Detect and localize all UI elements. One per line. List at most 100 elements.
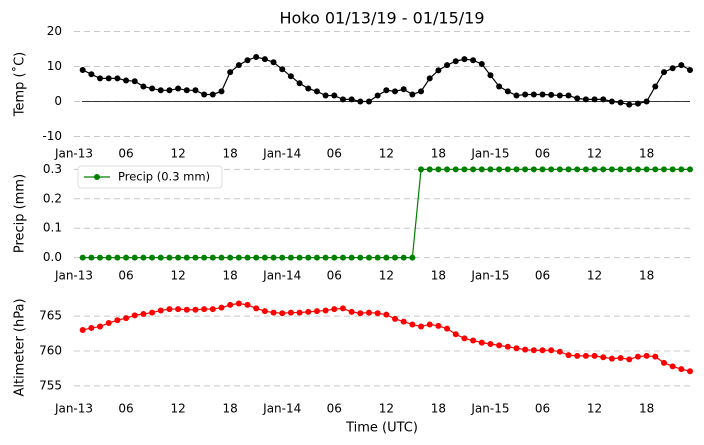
- point: [123, 77, 130, 84]
- point: [565, 166, 572, 173]
- point: [626, 101, 633, 108]
- x-tick-label: Jan-15: [470, 402, 509, 416]
- point: [357, 310, 364, 317]
- point: [296, 309, 303, 316]
- point: [435, 322, 442, 329]
- point: [105, 75, 112, 82]
- point: [600, 166, 607, 173]
- point: [235, 300, 242, 307]
- point: [123, 315, 130, 322]
- point: [88, 324, 95, 331]
- point: [643, 166, 650, 173]
- point: [687, 67, 693, 73]
- x-tick-label: 06: [535, 269, 550, 283]
- x-tick-label: 06: [118, 402, 133, 416]
- x-tick-label: 18: [639, 269, 654, 283]
- x-tick-label: Jan-13: [54, 402, 93, 416]
- point: [305, 85, 312, 92]
- point: [383, 311, 390, 318]
- x-tick-label: Jan-14: [262, 147, 301, 161]
- point: [383, 87, 390, 94]
- point: [131, 254, 138, 261]
- point: [279, 310, 286, 317]
- x-tick-label: Jan-14: [262, 402, 301, 416]
- point: [652, 83, 659, 90]
- point: [365, 309, 372, 316]
- legend-marker: [94, 174, 100, 180]
- point: [227, 69, 234, 76]
- point: [530, 347, 537, 354]
- x-tick-label: 18: [639, 402, 654, 416]
- point: [365, 98, 372, 105]
- point: [574, 166, 581, 173]
- point: [157, 254, 164, 261]
- point: [279, 66, 286, 73]
- point: [140, 83, 147, 90]
- point: [287, 309, 294, 316]
- y-tick-label: 0.0: [43, 250, 62, 264]
- x-tick-label: 06: [118, 147, 133, 161]
- point: [678, 166, 685, 173]
- x-tick-label: 18: [431, 269, 446, 283]
- point: [192, 254, 199, 261]
- point: [626, 166, 633, 173]
- y-axis-label: Precip (mm): [13, 174, 28, 253]
- point: [582, 166, 589, 173]
- point: [140, 254, 147, 261]
- point: [426, 75, 433, 82]
- point: [244, 301, 251, 308]
- point: [409, 91, 416, 98]
- y-tick-label: 0.2: [43, 191, 62, 205]
- point: [114, 75, 121, 82]
- point: [470, 337, 477, 344]
- point: [383, 254, 390, 261]
- point: [348, 254, 355, 261]
- point: [392, 315, 399, 322]
- point: [522, 346, 529, 353]
- x-tick-label: 12: [379, 147, 394, 161]
- y-axis-label: Altimeter (hPa): [13, 298, 28, 396]
- point: [339, 305, 346, 312]
- point: [556, 166, 563, 173]
- point: [504, 166, 511, 173]
- point: [470, 166, 477, 173]
- x-tick-label: 12: [379, 402, 394, 416]
- point: [400, 254, 407, 261]
- point: [279, 254, 286, 261]
- x-tick-label: 12: [170, 147, 185, 161]
- point: [461, 166, 468, 173]
- y-axis-label: Temp (˚C): [12, 52, 28, 118]
- y-tick-label: 0.1: [43, 221, 62, 235]
- point: [513, 92, 520, 99]
- point: [617, 166, 624, 173]
- point: [530, 91, 537, 98]
- point: [114, 317, 121, 324]
- point: [261, 56, 268, 63]
- point: [487, 166, 494, 173]
- point: [539, 166, 546, 173]
- x-tick-label: 12: [587, 147, 602, 161]
- point: [574, 95, 581, 102]
- x-tick-label: 18: [639, 147, 654, 161]
- point: [192, 306, 199, 313]
- point: [608, 98, 615, 105]
- point: [487, 72, 494, 79]
- point: [435, 166, 442, 173]
- point: [634, 166, 641, 173]
- line: [82, 56, 691, 106]
- point: [218, 254, 225, 261]
- point: [97, 254, 104, 261]
- x-tick-label: 06: [327, 402, 342, 416]
- point: [392, 88, 399, 95]
- point: [548, 91, 555, 98]
- point: [166, 254, 173, 261]
- point: [565, 92, 572, 99]
- point: [140, 310, 147, 317]
- x-tick-label: 12: [379, 269, 394, 283]
- x-tick-label: 18: [223, 402, 238, 416]
- point: [149, 85, 156, 92]
- point: [105, 254, 112, 261]
- x-tick-label: 18: [431, 147, 446, 161]
- point: [652, 353, 659, 360]
- point: [452, 166, 459, 173]
